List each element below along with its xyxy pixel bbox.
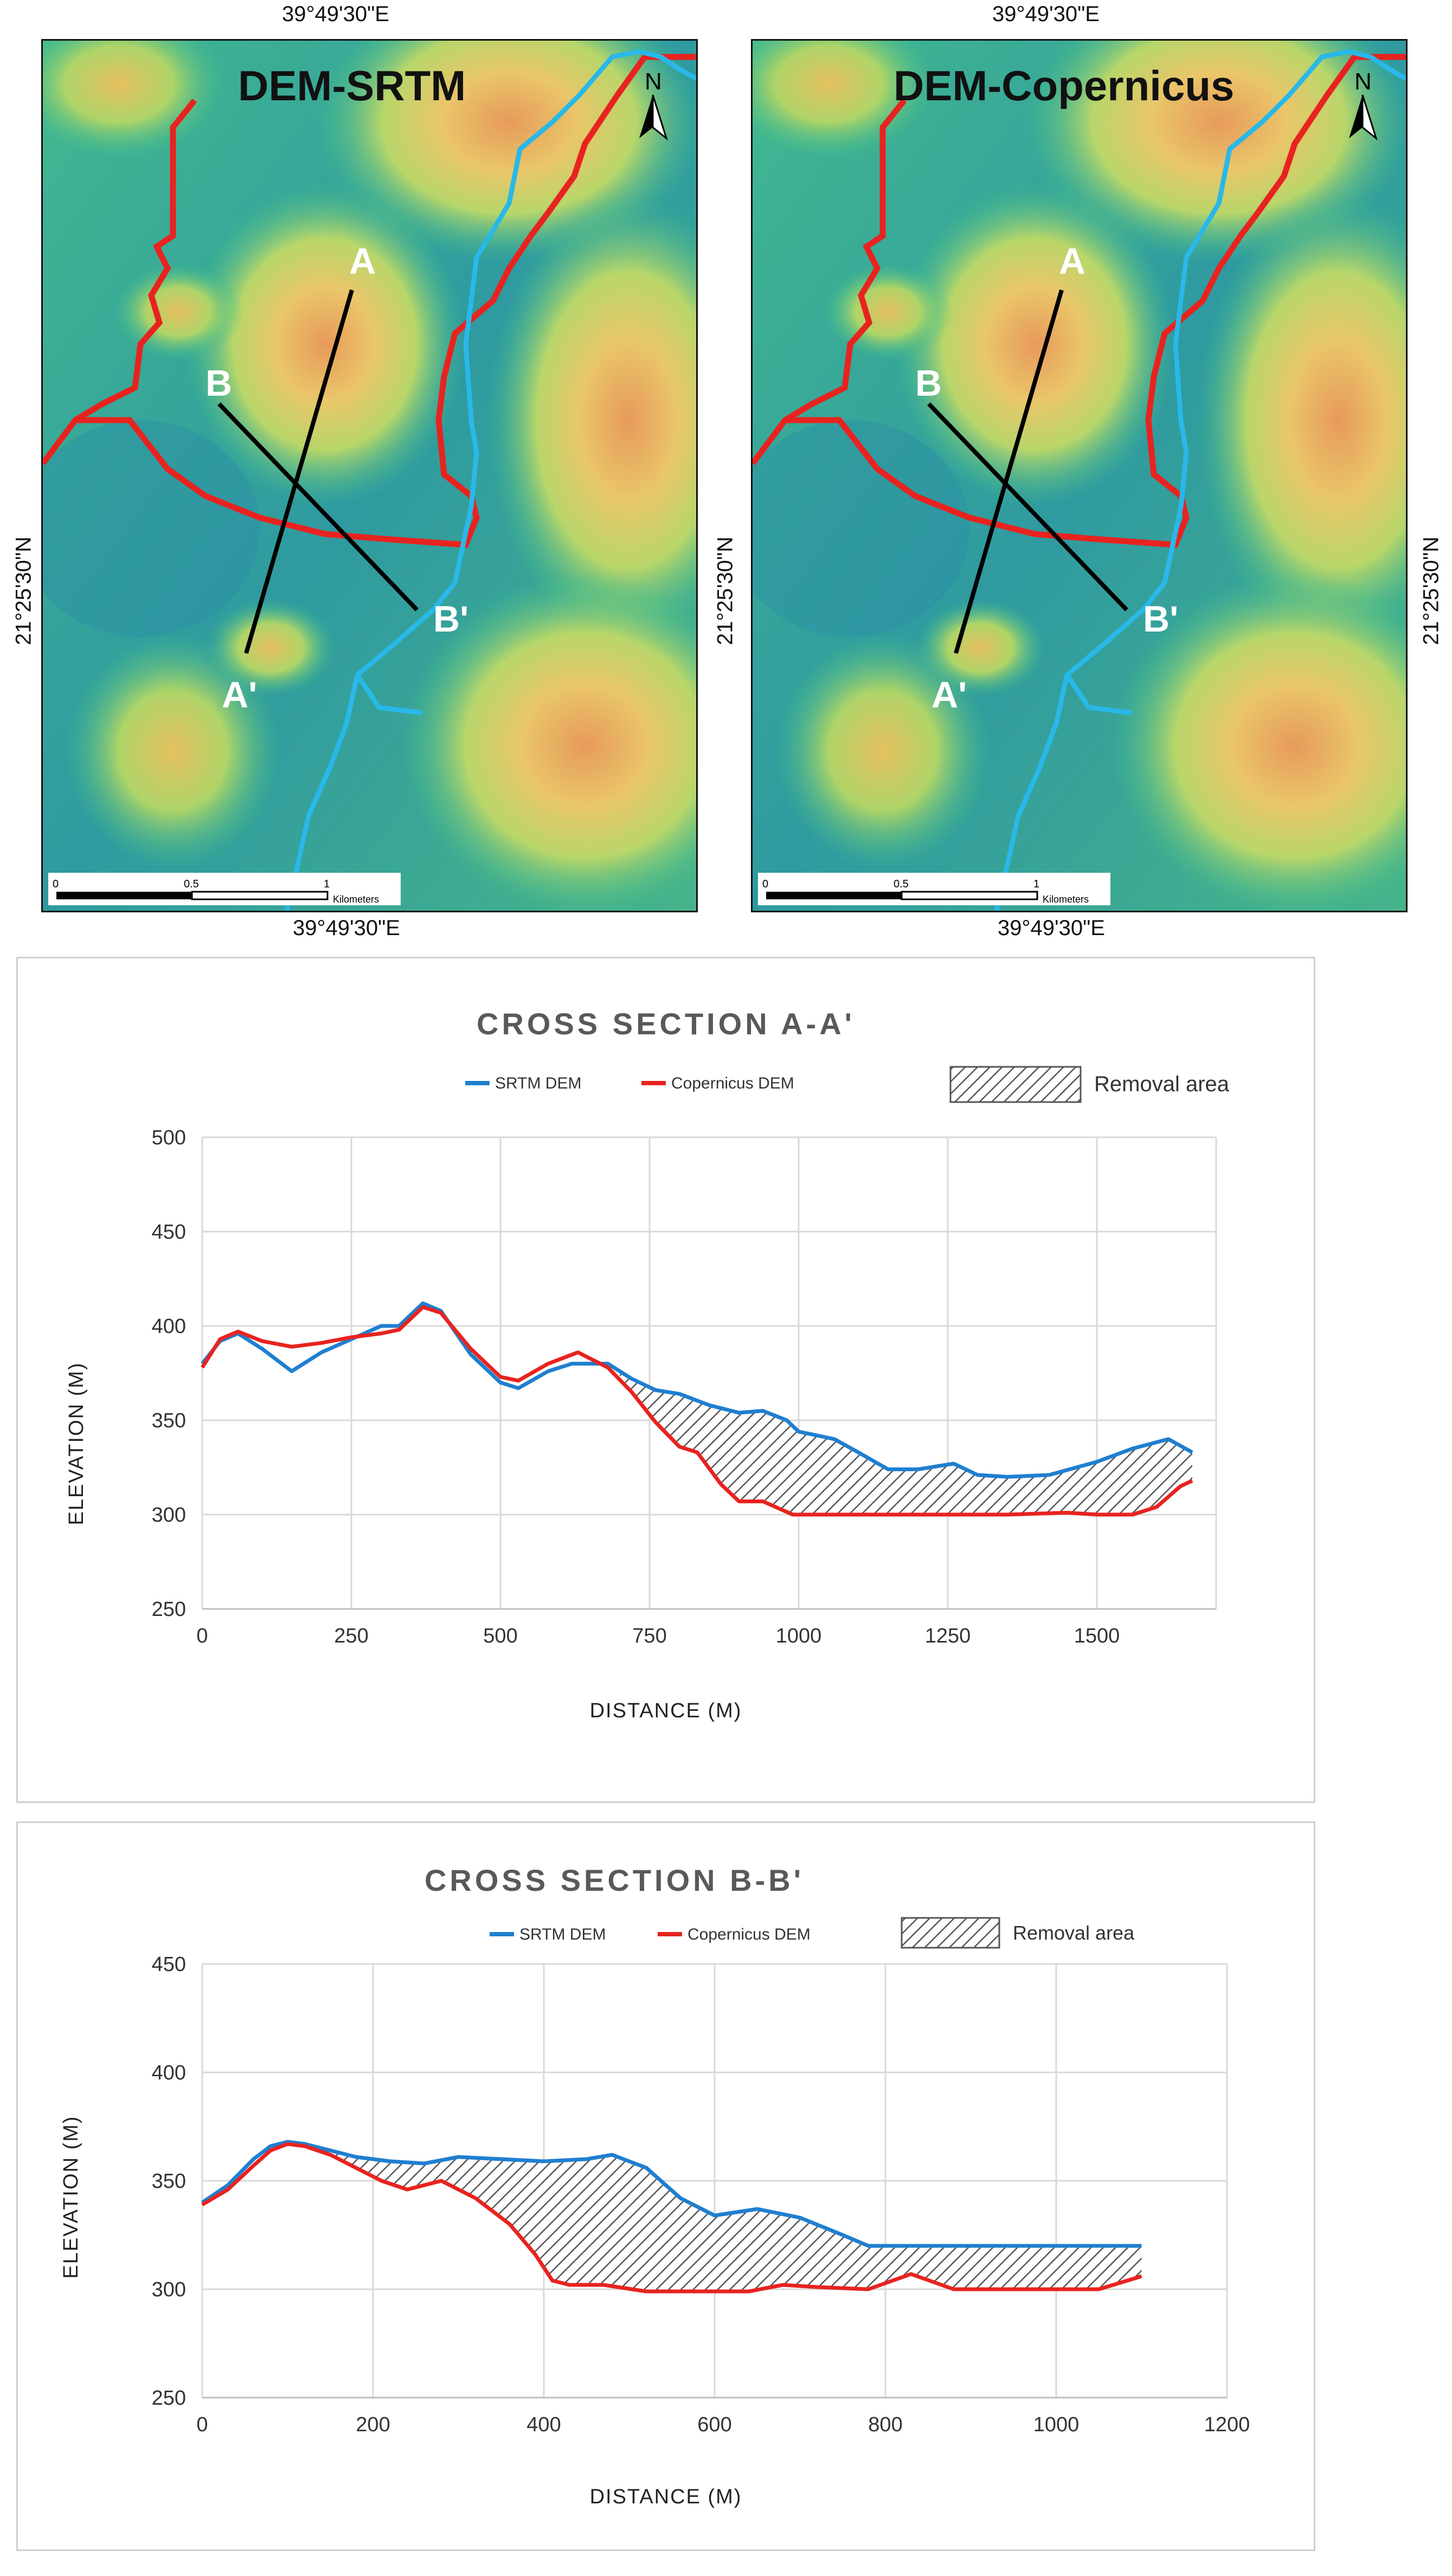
map-copernicus-canvas: DEM-Copernicus A A' B B' N 0 0.5 1 Kilom… [753, 41, 1406, 911]
map2-label-a-prime: A' [931, 674, 967, 716]
x-tick-label: 750 [632, 1625, 666, 1647]
map1-title: DEM-SRTM [238, 62, 466, 110]
x-tick-label: 0 [196, 2413, 208, 2436]
removal-area [305, 2144, 1142, 2291]
chart-bb-xlabel: DISTANCE (M) [590, 2485, 742, 2508]
x-tick-label: 1000 [1033, 2413, 1080, 2436]
map2-lon-top: 39°49'30"E [992, 2, 1100, 26]
map-copernicus: DEM-Copernicus A A' B B' N 0 0.5 1 Kilom… [751, 39, 1408, 912]
legend-srtm-label: SRTM DEM [495, 1074, 581, 1092]
legend-copernicus-label: Copernicus DEM [671, 1074, 794, 1092]
x-tick-label: 600 [697, 2413, 731, 2436]
map1-label-a-prime: A' [222, 674, 257, 716]
y-tick-label: 300 [152, 2278, 186, 2301]
svg-text:N: N [645, 68, 662, 95]
plot-area: 0 250 500 750 1000 1250 1500 250 300 350 400 450 500 [152, 1126, 1217, 1647]
map2-section-bb [927, 402, 1128, 611]
map2-label-b: B [915, 363, 942, 404]
map1-lat-left: 21°25'30"N [11, 536, 36, 646]
map1-north-arrow-icon: N [639, 68, 668, 141]
map1-label-b: B [205, 363, 232, 404]
map1-section-bb [217, 402, 419, 611]
legend-srtm-label: SRTM DEM [519, 1925, 606, 1943]
map2-lat-left: 21°25'30"N [713, 536, 737, 646]
chart-bb-ylabel: ELEVATION (M) [60, 2115, 82, 2278]
chart-bb: CROSS SECTION B-B' SRTM DEM Copernicus D… [60, 1863, 1250, 2508]
series-copernicus-line [201, 1305, 1193, 1517]
x-tick-label: 500 [483, 1625, 517, 1647]
map2-scale-bar: 0 0.5 1 Kilometers [758, 873, 1110, 905]
map2-label-b-prime: B' [1143, 598, 1178, 640]
y-tick-label: 450 [152, 1221, 186, 1244]
svg-text:0.5: 0.5 [184, 878, 199, 890]
plot-area: 0 200 400 600 800 1000 1200 250 300 350 400 450 [152, 1953, 1250, 2436]
map2-north-arrow-icon: N [1349, 68, 1378, 141]
svg-text:Kilometers: Kilometers [1043, 894, 1089, 905]
chart-aa-legend: SRTM DEM Copernicus DEM Removal area [465, 1066, 1230, 1103]
legend-removal-swatch [901, 1917, 1000, 1949]
x-tick-label: 0 [196, 1625, 208, 1647]
map1-lon-bottom: 39°49'30"E [293, 916, 400, 940]
y-tick-label: 400 [152, 1315, 186, 1338]
x-tick-label: 1200 [1204, 2413, 1250, 2436]
legend-copernicus-label: Copernicus DEM [688, 1925, 811, 1943]
x-tick-label: 200 [356, 2413, 390, 2436]
series-srtm-line [201, 2140, 1142, 2248]
y-tick-label: 400 [152, 2062, 186, 2084]
map1-label-b-prime: B' [433, 598, 468, 640]
map2-boundary-east [785, 54, 1406, 548]
svg-text:Kilometers: Kilometers [333, 894, 379, 905]
map2-lon-bottom: 39°49'30"E [998, 916, 1105, 940]
y-tick-label: 250 [152, 1598, 186, 1621]
chart-aa-ylabel: ELEVATION (M) [65, 1362, 88, 1525]
svg-text:N: N [1354, 68, 1372, 95]
y-tick-label: 500 [152, 1126, 186, 1149]
chart-aa-container: CROSS SECTION A-A' SRTM DEM Copernicus D… [16, 957, 1315, 1803]
chart-aa-title: CROSS SECTION A-A' [477, 1007, 855, 1041]
svg-text:1: 1 [1033, 878, 1039, 890]
svg-text:0: 0 [762, 878, 768, 890]
map1-boundary-west [43, 98, 197, 466]
map1-scale-bar: 0 0.5 1 Kilometers [48, 873, 401, 905]
chart-bb-legend: SRTM DEM Copernicus DEM Removal area [490, 1917, 1135, 1949]
map1-label-a: A [349, 241, 376, 282]
x-tick-label: 400 [526, 2413, 561, 2436]
map2-title: DEM-Copernicus [894, 62, 1234, 110]
map2-label-a: A [1059, 241, 1085, 282]
legend-removal-label: Removal area [1094, 1072, 1230, 1096]
map2-stream [994, 49, 1406, 911]
legend-removal-swatch [949, 1066, 1082, 1103]
chart-aa: CROSS SECTION A-A' SRTM DEM Copernicus D… [65, 1007, 1230, 1722]
chart-bb-title: CROSS SECTION B-B' [425, 1863, 804, 1897]
x-tick-label: 800 [868, 2413, 902, 2436]
svg-text:0: 0 [53, 878, 59, 890]
map2-section-aa [954, 289, 1064, 654]
map2-boundary-west [753, 98, 907, 466]
map1-section-aa [244, 289, 354, 654]
map1-stream [284, 49, 696, 911]
map-srtm: DEM-SRTM A A' B B' N 0 0.5 1 Kilometers [41, 39, 698, 912]
svg-text:1: 1 [324, 878, 330, 890]
y-tick-label: 450 [152, 1953, 186, 1976]
y-tick-label: 350 [152, 2170, 186, 2193]
map1-boundary-east [75, 54, 696, 548]
series-copernicus-line [201, 2142, 1142, 2294]
removal-area [620, 1371, 1192, 1515]
y-tick-label: 250 [152, 2387, 186, 2410]
chart-aa-xlabel: DISTANCE (M) [590, 1699, 742, 1722]
svg-text:0.5: 0.5 [894, 878, 909, 890]
y-tick-label: 350 [152, 1409, 186, 1432]
y-tick-label: 300 [152, 1504, 186, 1527]
map-srtm-canvas: DEM-SRTM A A' B B' N 0 0.5 1 Kilometers [43, 41, 696, 911]
map2-lat-right: 21°25'30"N [1419, 536, 1443, 646]
map1-lon-top: 39°49'30"E [282, 2, 389, 26]
legend-removal-label: Removal area [1013, 1922, 1135, 1944]
chart-bb-container: CROSS SECTION B-B' SRTM DEM Copernicus D… [16, 1821, 1315, 2551]
x-tick-label: 1000 [776, 1625, 822, 1647]
x-tick-label: 1500 [1074, 1625, 1120, 1647]
x-tick-label: 250 [334, 1625, 368, 1647]
x-tick-label: 1250 [925, 1625, 971, 1647]
